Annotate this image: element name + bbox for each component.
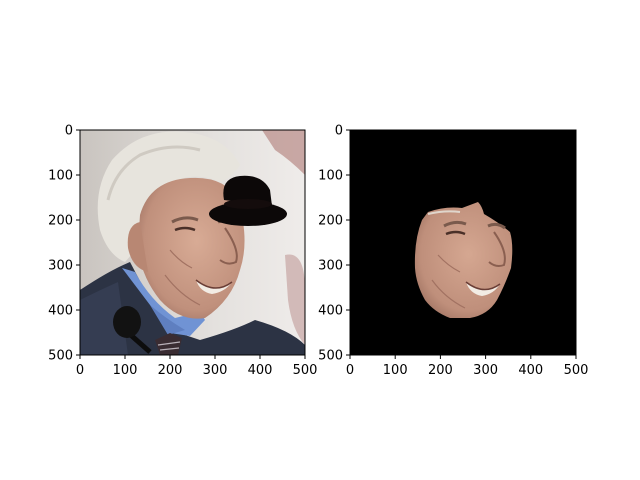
right-xtick-label: 300 (473, 363, 498, 378)
left-xtick-label: 200 (158, 363, 183, 378)
left-xtick-label: 100 (113, 363, 138, 378)
left-ytick-label: 0 (65, 124, 73, 139)
left-xtick-label: 500 (293, 363, 318, 378)
right-axes-frame (349, 129, 577, 356)
left-xtick-label: 300 (203, 363, 228, 378)
right-xtick-label: 100 (383, 363, 408, 378)
left-ytick-label: 200 (48, 214, 73, 229)
right-ytick-label: 0 (335, 124, 343, 139)
left-axes-frame (79, 129, 306, 356)
bowler-hat-overlay (209, 175, 287, 226)
left-ytick-label: 400 (48, 304, 73, 319)
left-xtick-label: 0 (76, 363, 84, 378)
photo-image (80, 130, 305, 355)
right-ytick-label: 100 (318, 169, 343, 184)
right-ytick-label: 500 (318, 349, 343, 364)
right-xtick-label: 400 (518, 363, 543, 378)
left-ytick-label: 100 (48, 169, 73, 184)
left-xtick-label: 400 (248, 363, 273, 378)
right-xtick-label: 200 (428, 363, 453, 378)
right-ytick-label: 300 (318, 259, 343, 274)
right-xtick-label: 500 (564, 363, 589, 378)
right-ytick-label: 200 (318, 214, 343, 229)
right-xtick-label: 0 (346, 363, 354, 378)
right-ytick-label: 400 (318, 304, 343, 319)
left-ytick-label: 300 (48, 259, 73, 274)
mask-image (350, 130, 576, 355)
left-ytick-label: 500 (48, 349, 73, 364)
